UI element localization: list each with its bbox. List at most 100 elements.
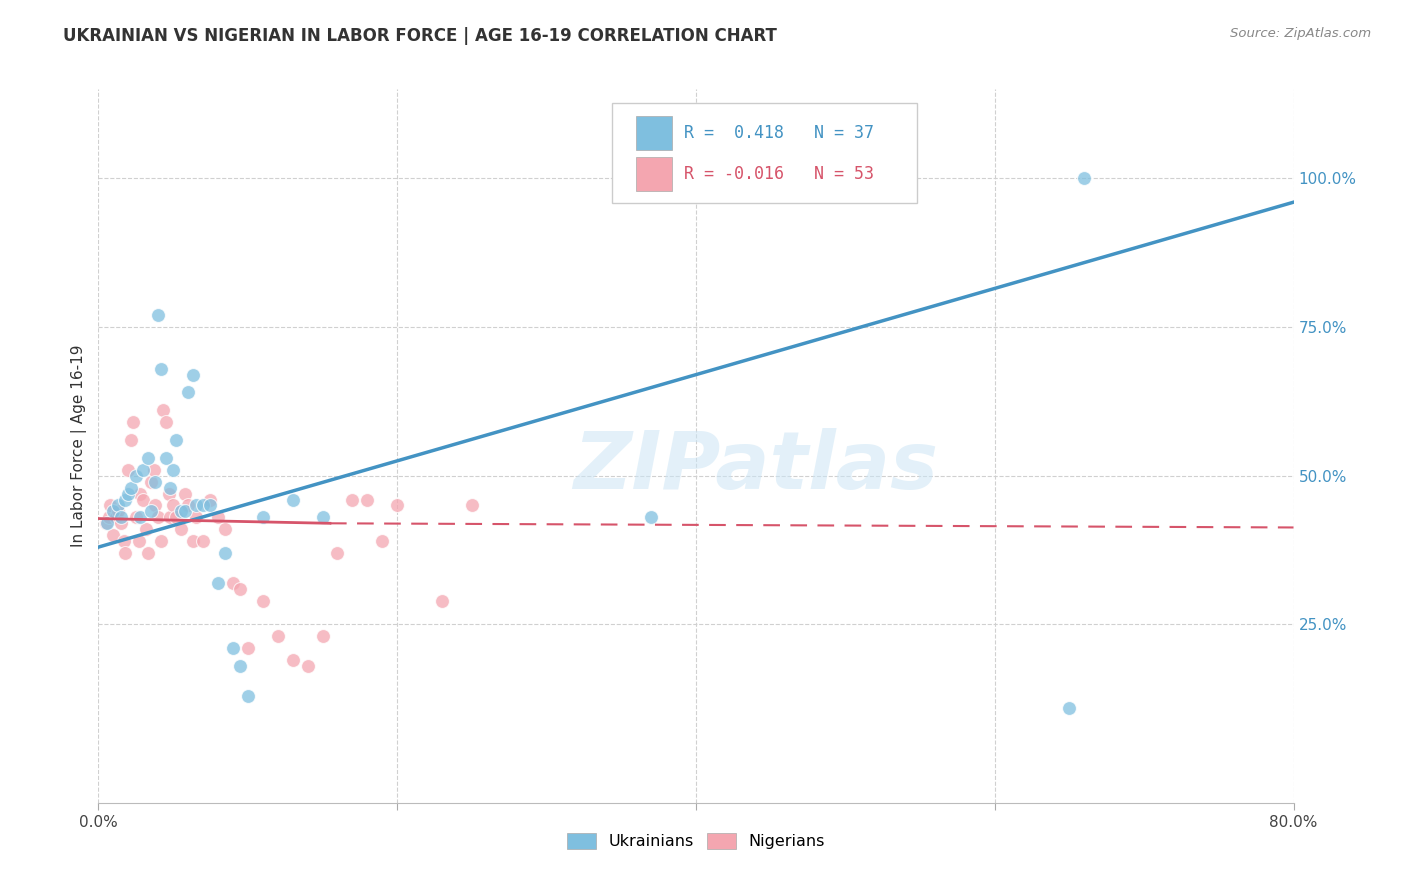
- Point: [159, 481, 181, 495]
- Point: [112, 534, 135, 549]
- Point: [1059, 700, 1081, 714]
- Point: [236, 689, 259, 703]
- Point: [252, 593, 274, 607]
- Point: [107, 499, 129, 513]
- Point: [281, 492, 304, 507]
- Point: [110, 510, 132, 524]
- Point: [150, 361, 173, 376]
- Point: [356, 492, 378, 507]
- Point: [461, 499, 484, 513]
- Point: [97, 510, 120, 524]
- Point: [222, 575, 245, 590]
- FancyBboxPatch shape: [637, 116, 672, 150]
- Point: [165, 510, 187, 524]
- Point: [229, 582, 252, 596]
- Point: [157, 486, 180, 500]
- Point: [132, 463, 155, 477]
- Point: [1073, 171, 1095, 186]
- Point: [162, 499, 184, 513]
- Point: [200, 499, 222, 513]
- Point: [169, 504, 191, 518]
- Point: [162, 463, 184, 477]
- Point: [311, 629, 333, 643]
- Point: [125, 510, 148, 524]
- Point: [117, 486, 139, 500]
- Point: [155, 415, 177, 429]
- Point: [128, 534, 150, 549]
- Point: [114, 546, 136, 560]
- Point: [150, 534, 173, 549]
- Point: [136, 450, 159, 465]
- Point: [252, 510, 274, 524]
- Point: [200, 492, 222, 507]
- Point: [177, 499, 200, 513]
- Point: [143, 475, 166, 489]
- Text: R = -0.016   N = 53: R = -0.016 N = 53: [685, 165, 875, 183]
- Point: [105, 510, 128, 524]
- Point: [107, 504, 129, 518]
- Point: [184, 499, 207, 513]
- Point: [135, 522, 157, 536]
- Point: [152, 403, 174, 417]
- Point: [169, 522, 191, 536]
- FancyBboxPatch shape: [637, 157, 672, 191]
- FancyBboxPatch shape: [613, 103, 917, 203]
- Point: [174, 486, 197, 500]
- Point: [117, 463, 139, 477]
- Point: [129, 510, 152, 524]
- Point: [191, 499, 214, 513]
- Point: [120, 481, 142, 495]
- Point: [214, 522, 236, 536]
- Point: [181, 368, 204, 382]
- Text: ZIPatlas: ZIPatlas: [574, 428, 938, 507]
- Point: [114, 492, 136, 507]
- Text: Source: ZipAtlas.com: Source: ZipAtlas.com: [1230, 27, 1371, 40]
- Point: [174, 504, 197, 518]
- Point: [143, 499, 166, 513]
- Point: [236, 641, 259, 656]
- Y-axis label: In Labor Force | Age 16-19: In Labor Force | Age 16-19: [72, 344, 87, 548]
- Text: R =  0.418   N = 37: R = 0.418 N = 37: [685, 124, 875, 142]
- Point: [129, 486, 152, 500]
- Point: [120, 433, 142, 447]
- Point: [342, 492, 364, 507]
- Point: [103, 528, 125, 542]
- Point: [139, 504, 162, 518]
- Point: [207, 575, 229, 590]
- Point: [139, 475, 162, 489]
- Point: [121, 415, 143, 429]
- Point: [191, 534, 214, 549]
- Point: [110, 516, 132, 531]
- Point: [136, 546, 159, 560]
- Point: [222, 641, 245, 656]
- Point: [148, 510, 170, 524]
- Point: [159, 510, 181, 524]
- Point: [96, 516, 118, 531]
- Point: [207, 510, 229, 524]
- Point: [155, 450, 177, 465]
- Point: [385, 499, 409, 513]
- Point: [267, 629, 290, 643]
- Point: [326, 546, 349, 560]
- Point: [98, 499, 122, 513]
- Point: [132, 492, 155, 507]
- Point: [281, 653, 304, 667]
- Point: [165, 433, 187, 447]
- Text: UKRAINIAN VS NIGERIAN IN LABOR FORCE | AGE 16-19 CORRELATION CHART: UKRAINIAN VS NIGERIAN IN LABOR FORCE | A…: [63, 27, 778, 45]
- Point: [125, 468, 148, 483]
- Point: [229, 659, 252, 673]
- Point: [142, 463, 165, 477]
- Point: [148, 308, 170, 322]
- Point: [103, 504, 125, 518]
- Point: [181, 534, 204, 549]
- Point: [214, 546, 236, 560]
- Point: [94, 516, 117, 531]
- Point: [371, 534, 394, 549]
- Point: [311, 510, 333, 524]
- Point: [184, 510, 207, 524]
- Point: [430, 593, 453, 607]
- Point: [177, 385, 200, 400]
- Legend: Ukrainians, Nigerians: Ukrainians, Nigerians: [561, 826, 831, 855]
- Point: [297, 659, 319, 673]
- Point: [640, 510, 662, 524]
